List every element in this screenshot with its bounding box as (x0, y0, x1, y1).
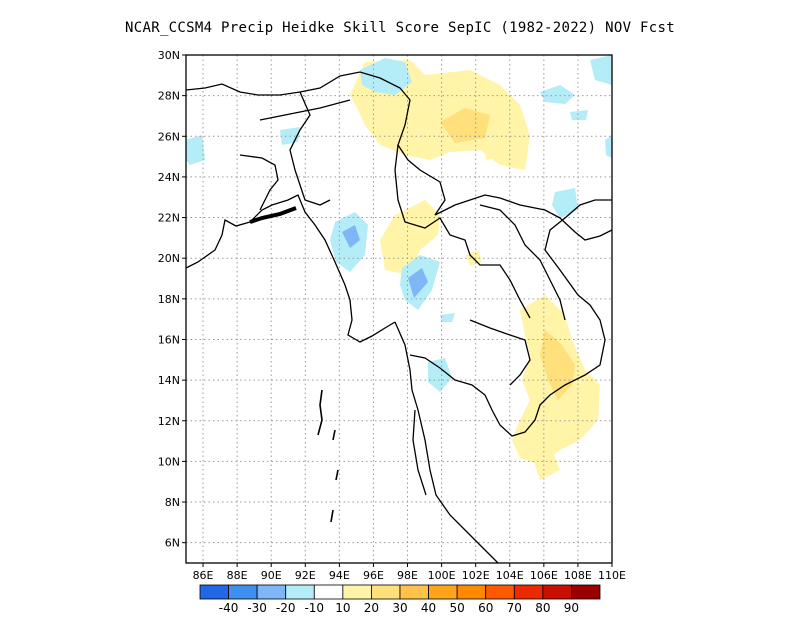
colorbar-swatch (456, 584, 487, 600)
colorbar-label: 40 (421, 601, 436, 615)
negative-skill-region-ne-4 (605, 135, 612, 158)
colorbar-label: 50 (450, 601, 465, 615)
latitude-tick-label: 24N (158, 171, 180, 184)
negative-skill-region-south (428, 358, 452, 392)
sundarbans (249, 206, 297, 224)
colorbar-label: 90 (564, 601, 579, 615)
negative-skill-region-ne-1 (540, 85, 575, 104)
latitude-tick-label: 18N (158, 293, 180, 306)
latitude-tick-label: 12N (158, 415, 180, 428)
positive-skill-region-indochina-core (540, 330, 575, 400)
positive-skill-region-north-core (440, 108, 490, 143)
positive-skill-region-small-2 (485, 144, 497, 160)
plot-frame (185, 54, 613, 564)
india-west-coast (186, 219, 251, 269)
longitude-tick-label: 98E (397, 569, 418, 582)
colorbar-label: -10 (304, 601, 324, 615)
negative-skill-region-small (440, 313, 455, 322)
coastlines-and-borders (186, 71, 612, 563)
longitude-tick-label: 86E (193, 569, 214, 582)
colorbar-swatch (513, 584, 544, 600)
borders-china-vietnam (434, 194, 561, 219)
latitude-tick-label: 14N (158, 374, 180, 387)
longitude-axis: 86E 88E 90E 92E 94E 96E 98E 100E 102E 104E 106E 108… (193, 563, 626, 582)
longitude-tick-label: 88E (227, 569, 248, 582)
colorbar-swatch (542, 584, 572, 600)
longitude-tick-label: 102E (462, 569, 490, 582)
colorbar-swatch (371, 584, 401, 600)
colorbar-label: 30 (392, 601, 407, 615)
borders-laos-vietnam (479, 204, 566, 321)
longitude-tick-label: 110E (598, 569, 626, 582)
longitude-tick-label: 96E (363, 569, 384, 582)
negative-skill-region-ne-2 (590, 55, 612, 85)
graticule (186, 54, 613, 563)
longitude-tick-label: 106E (530, 569, 558, 582)
latitude-tick-label: 28N (158, 90, 180, 103)
latitude-tick-label: 8N (165, 496, 180, 509)
negative-skill-region-mid-2-core (408, 268, 428, 298)
latitude-tick-label: 22N (158, 212, 180, 225)
negative-skill-region-ne-3 (570, 110, 588, 120)
borders-thai-cambodia (469, 319, 531, 386)
latitude-tick-label: 16N (158, 333, 180, 346)
colorbar-swatch (342, 584, 372, 600)
colorbar-swatch (199, 584, 229, 600)
borders-myanmar-thai (394, 144, 531, 319)
borders-india-myanmar (289, 91, 331, 206)
negative-skill-region-north (360, 58, 412, 95)
bangladesh-myanmar-coast (249, 194, 396, 343)
andaman-islands (317, 389, 339, 523)
colorbar-swatch (485, 584, 515, 600)
vietnam-coast (559, 217, 612, 241)
malay-peninsula-west (412, 409, 427, 496)
colorbar-swatch (313, 584, 344, 600)
colorbar-labels: -40 -30 -20 -10 10 20 30 40 50 60 70 80 90 (219, 601, 579, 615)
latitude-axis: 6N 8N 10N 12N 14N 16N 18N 20N 22N 24N 26N 28N 30N (158, 49, 186, 550)
longitude-tick-label: 90E (261, 569, 282, 582)
longitude-tick-label: 94E (329, 569, 350, 582)
borders-north (186, 71, 446, 216)
skill-fill-layer (186, 55, 612, 480)
colorbar-swatch (256, 584, 287, 600)
colorbar-label: 10 (335, 601, 350, 615)
thai-gulf-coast (409, 199, 612, 437)
colorbar-label: -30 (247, 601, 267, 615)
positive-skill-region-central (380, 200, 440, 275)
latitude-tick-label: 6N (165, 537, 180, 550)
colorbar-swatch (399, 584, 429, 600)
latitude-tick-label: 26N (158, 130, 180, 143)
colorbar (199, 584, 601, 600)
longitude-tick-label: 104E (496, 569, 524, 582)
negative-skill-region-mid-1-core (342, 225, 360, 248)
colorbar-swatch (428, 584, 458, 600)
colorbar-label: 60 (478, 601, 493, 615)
colorbar-label: -20 (276, 601, 296, 615)
map-title: NCAR_CCSM4 Precip Heidke Skill Score Sep… (125, 20, 675, 36)
borders-bangladesh (239, 154, 279, 211)
colorbar-label: 80 (535, 601, 550, 615)
borders-tibet (259, 99, 351, 121)
latitude-tick-label: 10N (158, 455, 180, 468)
longitude-tick-label: 108E (564, 569, 592, 582)
colorbar-swatch (571, 584, 601, 600)
negative-skill-region-west (186, 135, 205, 165)
colorbar-label: 20 (364, 601, 379, 615)
colorbar-label: 70 (507, 601, 522, 615)
positive-skill-region-south (530, 445, 560, 480)
longitude-tick-label: 100E (428, 569, 456, 582)
myanmar-south-coast (394, 321, 499, 563)
longitude-tick-label: 92E (295, 569, 316, 582)
colorbar-swatch (228, 584, 258, 600)
colorbar-label: -40 (219, 601, 239, 615)
negative-skill-region-east (552, 188, 578, 218)
colorbar-swatch (285, 584, 315, 600)
latitude-tick-label: 30N (158, 49, 180, 62)
latitude-tick-label: 20N (158, 252, 180, 265)
